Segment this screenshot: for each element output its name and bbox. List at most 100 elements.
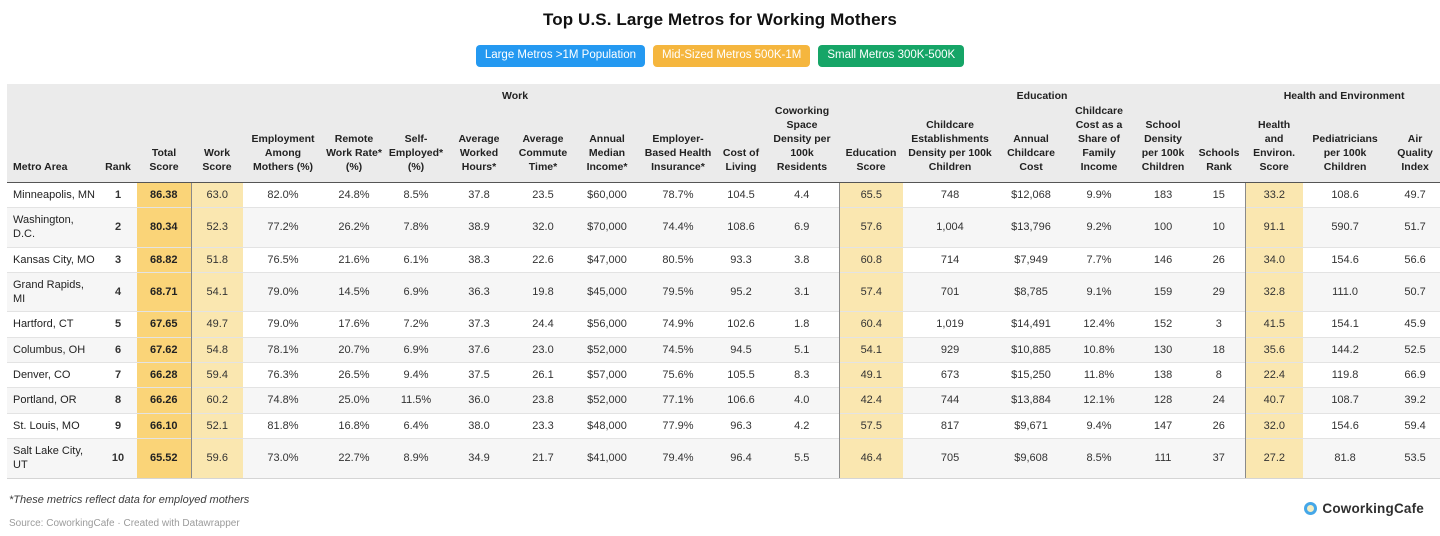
column-group-header-2: Education [839, 83, 1246, 104]
table-cell: 5.5 [765, 437, 840, 479]
table-row: Washington, D.C. 2 80.34 52.3 77.2% 26.2% 7.8%… [7, 206, 1440, 248]
table-cell: 8.5% [403, 188, 429, 201]
filter-badge-1[interactable]: Mid-Sized Metros 500K-1M [653, 45, 811, 67]
column-header[interactable]: Pediatricians per 100k Children [1303, 103, 1388, 183]
table-cell: $15,250 [997, 362, 1066, 388]
table-cell: 26.5% [323, 362, 385, 388]
table-cell: 74.9% [639, 311, 717, 338]
table-cell: 49.1 [838, 362, 904, 388]
table-cell: 75.6% [639, 362, 717, 388]
column-header[interactable]: Health and Environ. Score [1245, 103, 1304, 183]
filter-badge-0[interactable]: Large Metros >1M Population [475, 45, 645, 67]
table-cell: 3.1 [765, 271, 840, 312]
table-cell: 11.5% [385, 387, 447, 414]
table-cell: 159 [1133, 271, 1194, 312]
table-cell: 21.6% [323, 246, 385, 273]
table-cell: 67.65 [137, 311, 191, 338]
column-header[interactable]: Annual Childcare Cost [997, 103, 1066, 183]
column-header[interactable]: Employment Among Mothers (%) [243, 103, 323, 183]
footnote: *These metrics reflect data for employed… [9, 493, 250, 506]
table-cell: 1.8 [765, 311, 840, 338]
column-header[interactable]: Coworking Space Density per 100k Residen… [765, 103, 840, 183]
table-cell: 77.2% [243, 206, 323, 248]
table-cell: 19.8 [511, 271, 575, 312]
column-header[interactable]: Rank [99, 103, 137, 183]
column-header[interactable]: Average Commute Time* [511, 103, 575, 183]
table-cell: 6.1% [385, 246, 447, 273]
table-cell: 9.4% [385, 362, 447, 388]
table-cell: 68.71 [137, 271, 191, 312]
table-row: Minneapolis, MN 1 86.38 63.0 82.0% 24.8% 8.5% 3… [7, 182, 1440, 208]
table-cell: 10.8% [1065, 336, 1134, 363]
table-cell: 54.1 [190, 271, 243, 312]
table-cell: 6.9 [765, 206, 840, 248]
table-cell: $52,000 [575, 387, 639, 414]
table-cell: 102.6 [717, 311, 765, 338]
table-cell: 37 [1193, 437, 1246, 479]
table-cell: 130 [1133, 336, 1194, 363]
table-cell: 60.4 [838, 311, 904, 338]
table-container: Work Education Health and Environment Metro… [7, 83, 1440, 479]
table-cell: 59.4 [190, 362, 243, 388]
column-header[interactable]: Remote Work Rate* (%) [323, 103, 385, 183]
table-cell: 79.0% [243, 271, 323, 312]
table-cell: $9,608 [997, 437, 1066, 479]
table-cell: 79.4% [639, 437, 717, 479]
column-header[interactable]: Average Worked Hours* [447, 103, 511, 183]
table-cell: 37.5 [447, 362, 511, 388]
column-header[interactable]: Education Score [839, 103, 904, 183]
table-cell: 36.3 [447, 271, 511, 312]
table-cell: 66.26 [137, 387, 191, 414]
table-cell: 82.0% [267, 188, 299, 201]
table-cell: 77.1% [639, 387, 717, 414]
table-cell: 66.10 [137, 412, 191, 439]
table-cell: 80.5% [639, 246, 717, 273]
table-cell: 76.5% [243, 246, 323, 273]
table-cell: 52.1 [190, 412, 243, 439]
metro-area-cell: Grand Rapids, MI [7, 271, 99, 312]
source-attribution: Source: CoworkingCafe · Created with Dat… [9, 517, 240, 529]
table-cell: $41,000 [575, 437, 639, 479]
table-cell: 12.1% [1065, 387, 1134, 414]
table-cell: 91.1 [1244, 206, 1304, 248]
column-header[interactable]: School Density per 100k Children [1133, 103, 1194, 183]
column-header[interactable]: Childcare Establishments Density per 100… [903, 103, 998, 183]
column-header[interactable]: Total Score [137, 103, 191, 183]
column-header[interactable]: Annual Median Income* [575, 103, 639, 183]
table-cell: 146 [1133, 246, 1194, 273]
table-cell: $13,796 [997, 206, 1066, 248]
table-cell: 66.9 [1387, 362, 1440, 388]
column-header[interactable]: Schools Rank [1193, 103, 1246, 183]
table-row: Columbus, OH 6 67.62 54.8 78.1% 20.7% 6.9% 37.6… [7, 336, 1440, 363]
column-group-header-0 [7, 83, 191, 104]
table-cell: 51.7 [1387, 206, 1440, 248]
table-cell: 41.5 [1244, 311, 1304, 338]
column-header[interactable]: Metro Area [7, 103, 99, 183]
coworkingcafe-logo[interactable]: CoworkingCafe [1304, 501, 1424, 516]
column-header[interactable]: Air Quality Index [1387, 103, 1440, 183]
table-cell: 8.5% [1065, 437, 1134, 479]
table-cell: 60.2 [190, 387, 243, 414]
table-cell: 74.8% [243, 387, 323, 414]
filter-badge-2[interactable]: Small Metros 300K-500K [818, 45, 965, 67]
table-cell: 38.9 [447, 206, 511, 248]
table-cell: 9.9% [1086, 188, 1112, 201]
column-header[interactable]: Childcare Cost as a Share of Family Inco… [1065, 103, 1134, 183]
table-cell: $8,785 [997, 271, 1066, 312]
metro-area-cell: St. Louis, MO [7, 412, 99, 439]
column-header[interactable]: Work Score [191, 103, 243, 183]
table-cell: 56.6 [1387, 246, 1440, 273]
table-cell: 52.3 [190, 206, 243, 248]
table-cell: 24 [1193, 387, 1246, 414]
table-cell: 57.4 [838, 271, 904, 312]
table-cell: 22.6 [511, 246, 575, 273]
coworkingcafe-logo-icon [1304, 502, 1318, 515]
table-cell: 38.0 [447, 412, 511, 439]
table-cell: 104.5 [727, 188, 755, 201]
table-cell: 37.6 [447, 336, 511, 363]
column-header[interactable]: Employer-Based Health Insurance* [639, 103, 717, 183]
column-header[interactable]: Cost of Living [717, 103, 765, 183]
column-header[interactable]: Self-Employed* (%) [385, 103, 447, 183]
table-cell: 79.5% [639, 271, 717, 312]
table-row: Grand Rapids, MI 4 68.71 54.1 79.0% 14.5% 6.9%… [7, 271, 1440, 312]
